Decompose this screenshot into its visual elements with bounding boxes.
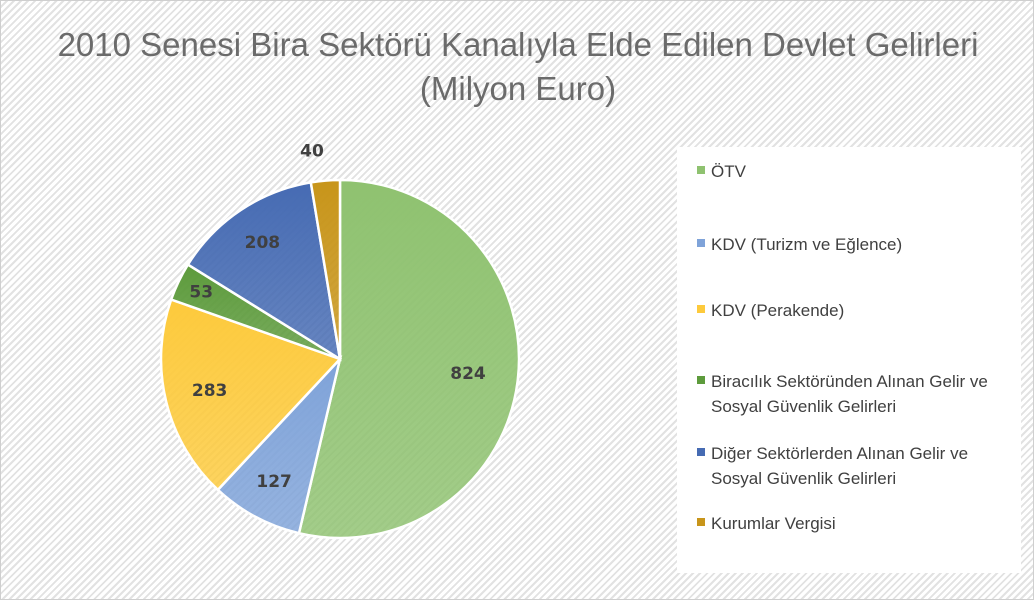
data-label: 127 xyxy=(256,472,292,492)
data-label: 208 xyxy=(245,233,281,253)
legend-entry: KDV (Perakende) xyxy=(697,298,1017,323)
data-label: 283 xyxy=(192,381,228,401)
pie-slice xyxy=(297,178,521,540)
pie-slice xyxy=(309,178,342,360)
data-label: 824 xyxy=(450,364,486,384)
legend-entry: Kurumlar Vergisi xyxy=(697,511,1017,536)
legend-entry: Biracılık Sektöründen Alınan Gelir ve So… xyxy=(697,369,1017,419)
pie-slice xyxy=(216,354,343,535)
data-label: 53 xyxy=(189,282,213,302)
legend-swatch xyxy=(697,376,705,384)
legend-label: KDV (Perakende) xyxy=(711,301,845,320)
legend-label: Biracılık Sektöründen Alınan Gelir ve So… xyxy=(711,372,988,416)
legend-entry: Diğer Sektörlerden Alınan Gelir ve Sosya… xyxy=(697,441,1017,491)
legend-swatch xyxy=(697,518,705,526)
legend-swatch xyxy=(697,239,705,247)
legend-swatch xyxy=(697,166,705,174)
data-label: 40 xyxy=(300,141,324,161)
legend-entry: KDV (Turizm ve Eğlence) xyxy=(697,232,1017,257)
legend-swatch xyxy=(697,305,705,313)
legend-entry: ÖTV xyxy=(697,159,1017,184)
legend: ÖTV KDV (Turizm ve Eğlence) KDV (Perakende… xyxy=(677,147,1021,573)
legend-label: KDV (Turizm ve Eğlence) xyxy=(711,235,903,254)
chart-title: 2010 Senesi Bira Sektörü Kanalıyla Elde … xyxy=(57,26,979,107)
legend-label: Diğer Sektörlerden Alınan Gelir ve Sosya… xyxy=(711,444,969,488)
pie-slice xyxy=(159,297,343,492)
pie-slice xyxy=(186,180,342,362)
legend-label: ÖTV xyxy=(711,162,746,181)
legend-swatch xyxy=(697,448,705,456)
legend-label: Kurumlar Vergisi xyxy=(711,514,836,533)
